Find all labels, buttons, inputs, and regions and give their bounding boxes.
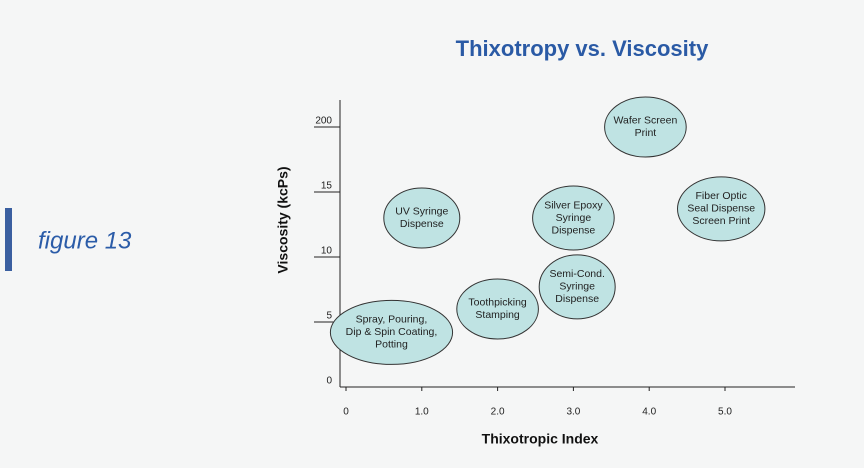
bubble (677, 176, 766, 242)
y-tick-label: 5 (326, 311, 332, 322)
bubble-label: Potting (375, 339, 408, 351)
x-tick-label: 2.0 (491, 407, 505, 418)
bubble (538, 254, 616, 320)
bubble-label: Syringe (556, 212, 592, 224)
figure-caption: figure 13 (38, 227, 132, 254)
bubble-label: Syringe (559, 281, 595, 293)
bubble-label: Toothpicking (468, 297, 527, 309)
accent-bar (5, 208, 12, 271)
bubble-label: Dispense (400, 218, 444, 230)
x-tick-label: 3.0 (566, 407, 580, 418)
bubble-label: Wafer Screen (614, 115, 678, 127)
bubble-label: Stamping (475, 309, 520, 321)
bubble (532, 185, 615, 251)
y-tick-label: 200 (315, 116, 332, 127)
bubble (604, 96, 687, 158)
chart-title: Thixotropy vs. Viscosity (456, 36, 709, 61)
bubble-label: Fiber Optic (696, 190, 747, 202)
y-tick-label: 10 (321, 246, 333, 257)
bubble-label: Spray, Pouring, (356, 314, 428, 326)
bubble-label: Semi-Cond. (549, 268, 604, 280)
bubble-label: Print (635, 127, 657, 139)
bubble-label: UV Syringe (395, 206, 448, 218)
x-axis-label: Thixotropic Index (482, 431, 599, 447)
bubble-label: Silver Epoxy (544, 199, 603, 211)
bubble-label: Dispense (555, 293, 599, 305)
y-tick-label: 15 (321, 181, 333, 192)
y-tick-label: 0 (326, 376, 332, 387)
x-tick-label: 4.0 (642, 407, 656, 418)
bubble-label: Dip & Spin Coating, (346, 326, 438, 338)
bubble-label: Seal Dispense (687, 203, 755, 215)
x-tick-label: 5.0 (718, 407, 732, 418)
x-tick-label: 0 (343, 407, 349, 418)
bubble (329, 299, 454, 365)
bubble (456, 278, 539, 340)
y-axis-label: Viscosity (kcPs) (275, 166, 291, 273)
bubble-label: Dispense (552, 224, 596, 236)
bubble (383, 187, 461, 249)
x-tick-label: 1.0 (415, 407, 429, 418)
bubble-label: Screen Print (692, 215, 750, 227)
